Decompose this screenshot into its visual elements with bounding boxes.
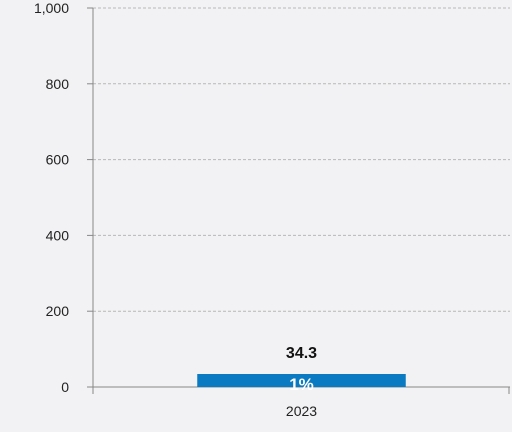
y-tick-label: 800: [46, 76, 70, 92]
axes: [92, 8, 510, 388]
y-tick-label: 200: [46, 303, 70, 319]
gridlines: [93, 7, 510, 312]
y-tick-label: 400: [46, 227, 70, 243]
bar-percent-label: 1%: [289, 375, 314, 394]
x-tick-label: 2023: [286, 403, 317, 419]
bar: [197, 374, 406, 387]
bar-value-label: 34.3: [286, 345, 317, 362]
y-tick-label: 0: [61, 379, 69, 395]
x-tick-labels: 2023: [92, 387, 510, 419]
y-tick-labels: 0 200 400 600 800 1,000: [34, 0, 93, 395]
y-tick-label: 1,000: [34, 0, 69, 16]
bars: 34.3 1%: [197, 345, 406, 394]
y-tick-label: 600: [46, 152, 70, 168]
